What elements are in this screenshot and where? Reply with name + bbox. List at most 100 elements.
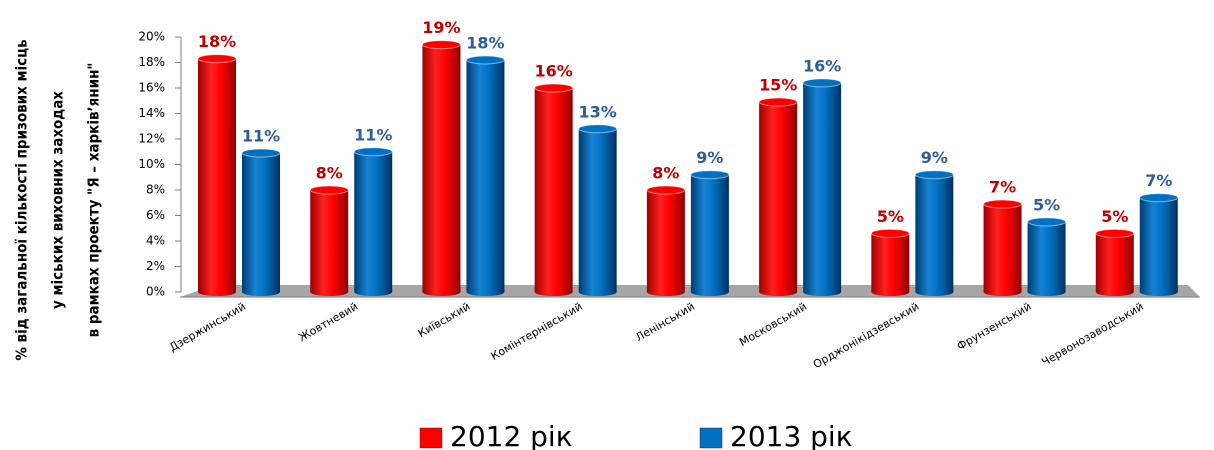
bar-base: [915, 288, 954, 296]
bar-top: [241, 148, 281, 158]
data-label: 7%: [989, 178, 1016, 197]
bar: [1027, 221, 1066, 292]
data-label: 15%: [759, 76, 797, 95]
bar-top: [802, 78, 842, 88]
bar-base: [983, 288, 1022, 296]
legend-swatch: [699, 427, 723, 449]
data-label: 19%: [422, 18, 460, 37]
data-label: 18%: [466, 33, 504, 52]
x-tick-label: Київський: [416, 300, 473, 340]
data-label: 8%: [652, 164, 679, 183]
x-tick-label: Ленінський: [633, 300, 697, 344]
y-tick-label: 12%: [138, 132, 165, 146]
bar: [310, 190, 349, 292]
bar-base: [198, 288, 236, 296]
bar-base: [646, 288, 685, 296]
y-axis-label-line: у міських виховних заходах: [49, 91, 67, 309]
data-label: 16%: [803, 56, 841, 75]
y-axis-label-line: % від загальної кількості призових місць: [13, 39, 31, 360]
bar-top: [309, 185, 349, 195]
legend-label: 2013 рік: [730, 420, 853, 450]
data-label: 11%: [242, 127, 280, 146]
bar: [578, 128, 617, 292]
x-tick-label: Орджонікідзевський: [811, 300, 921, 371]
bar-top: [465, 55, 505, 65]
bar-base: [534, 288, 573, 296]
bar: [198, 58, 236, 292]
bar: [803, 82, 842, 293]
bar-top: [914, 170, 954, 180]
y-tick-label: 16%: [138, 81, 165, 95]
bar-top: [690, 170, 730, 180]
bar-base: [422, 288, 461, 296]
bar-top: [578, 124, 618, 134]
x-tick-label: Комінтернівський: [489, 300, 585, 363]
bar-top: [758, 97, 798, 107]
bar-top: [870, 228, 910, 238]
x-tick-label: Фрунзенський: [955, 300, 1034, 353]
bar-top: [1139, 193, 1179, 203]
bar-base: [690, 288, 729, 296]
bar-top: [1027, 217, 1067, 227]
data-label: 9%: [921, 148, 948, 167]
bar: [690, 174, 729, 292]
x-tick-label: Червонозаводський: [1039, 300, 1145, 369]
bar-base: [578, 288, 617, 296]
data-label: 16%: [535, 62, 573, 81]
y-tick-label: 4%: [146, 234, 165, 248]
bar-top: [534, 83, 574, 93]
bar: [354, 151, 393, 292]
bar: [422, 44, 461, 293]
y-tick-label: 0%: [146, 285, 165, 299]
bar-base: [1027, 288, 1066, 296]
bar: [1095, 233, 1134, 292]
bar-base: [1139, 288, 1178, 296]
bar: [915, 174, 954, 292]
bar-top: [353, 147, 393, 157]
x-tick-label: Жовтневий: [296, 300, 360, 344]
y-tick-label: 20%: [138, 30, 165, 44]
y-tick-label: 2%: [146, 259, 165, 273]
bar-base: [310, 288, 349, 296]
data-label: 13%: [579, 102, 617, 121]
data-label: 5%: [1033, 195, 1060, 214]
bar-base: [466, 288, 505, 296]
bar-base: [1095, 288, 1134, 296]
bar-top: [1095, 228, 1135, 238]
data-label: 9%: [696, 148, 723, 167]
legend-swatch: [419, 427, 443, 449]
bar: [759, 102, 798, 293]
y-tick-label: 18%: [138, 55, 165, 69]
y-tick-label: 8%: [146, 183, 165, 197]
bar: [646, 190, 685, 292]
bar: [534, 88, 573, 292]
bar-base: [871, 288, 910, 296]
data-label: 18%: [198, 32, 236, 51]
bar-base: [759, 288, 798, 296]
y-tick-label: 6%: [146, 208, 165, 222]
x-tick-label: Московський: [737, 300, 809, 349]
bar: [466, 59, 505, 293]
legend-label: 2012 рік: [450, 420, 573, 450]
bar-base: [354, 288, 393, 296]
data-label: 5%: [877, 207, 904, 226]
data-label: 7%: [1145, 171, 1172, 190]
y-tick-label: 10%: [138, 157, 165, 171]
x-tick-label: Дзержинський: [167, 300, 248, 354]
y-tick-label: 14%: [138, 106, 165, 120]
bar-top: [646, 185, 686, 195]
bar: [871, 233, 910, 292]
data-label: 8%: [316, 164, 343, 183]
bar-top: [421, 40, 461, 50]
bar-top: [197, 54, 237, 64]
y-axis-label-line: в рамках проекту "Я – харків’янин": [85, 63, 103, 338]
bar: [983, 204, 1022, 292]
bar-top: [983, 199, 1023, 209]
bar: [1139, 197, 1178, 292]
data-label: 5%: [1101, 207, 1128, 226]
data-label: 11%: [354, 125, 392, 144]
bar-base: [803, 288, 842, 296]
bar-base: [242, 288, 280, 296]
bar: [242, 153, 280, 292]
